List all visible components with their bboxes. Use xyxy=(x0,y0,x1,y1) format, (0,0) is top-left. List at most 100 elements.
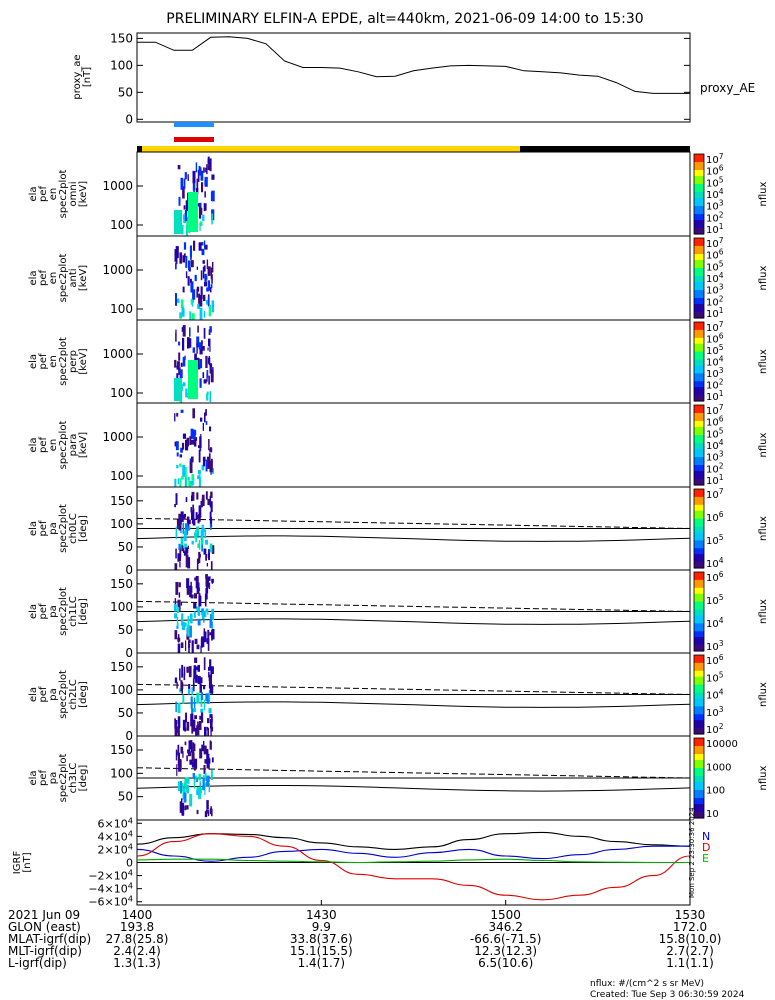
colorbar-cell xyxy=(694,774,704,777)
igrf-component-label: N xyxy=(702,830,710,843)
colorbar-tick-label: 103 xyxy=(706,199,724,213)
colorbar-cell xyxy=(694,524,704,528)
colorbar-cell xyxy=(694,477,704,480)
panel-ylabel-line: ela xyxy=(28,354,39,369)
spectrogram-cell xyxy=(182,751,184,758)
colorbar-cell xyxy=(694,730,704,733)
colorbar-cell xyxy=(694,208,704,211)
colorbar-cell xyxy=(694,518,704,522)
spectrogram-cell xyxy=(204,240,206,249)
colorbar-cell xyxy=(694,399,704,402)
spectrogram-cell xyxy=(207,629,210,641)
spectrogram-cell xyxy=(205,459,208,472)
colorbar-tick-label: 106 xyxy=(706,653,724,667)
spectrogram-cell xyxy=(186,666,189,673)
ae-frame xyxy=(136,32,691,123)
colorbar-cell xyxy=(694,710,704,713)
time-axis-value: 15.1(15.5) xyxy=(290,944,353,958)
colorbar-cell xyxy=(694,381,704,384)
colorbar-cell xyxy=(694,339,704,343)
colorbar-cell xyxy=(694,794,704,797)
spectrogram-cell xyxy=(174,630,178,640)
spectrogram-cell xyxy=(191,752,195,762)
spectrogram-cell xyxy=(203,327,206,339)
spectrogram-cell xyxy=(208,338,211,347)
panel-ytick-label: 100 xyxy=(110,302,133,316)
colorbar-cell xyxy=(694,611,704,615)
spectrogram-cell xyxy=(211,546,214,550)
spectrogram-cell xyxy=(197,303,201,309)
spectrogram-cell xyxy=(178,513,181,526)
colorbar-cell xyxy=(694,762,704,765)
spectrogram-cell xyxy=(207,578,209,588)
spectrogram-cell xyxy=(205,421,208,425)
spectrogram-cell xyxy=(195,666,198,671)
colorbar-cell xyxy=(694,433,704,436)
colorbar-cell xyxy=(694,768,704,771)
colorbar-cell xyxy=(694,603,704,607)
spectrogram-cell xyxy=(207,727,209,740)
spectrogram-cell xyxy=(210,666,213,679)
spectrogram-cell xyxy=(209,714,213,718)
colorbar-tick-label: 105 xyxy=(706,593,724,607)
colorbar-cell xyxy=(694,635,704,638)
panel-ylabel-line: ela xyxy=(28,521,39,536)
spectrogram-cell xyxy=(206,757,210,769)
time-axis-row-label: MLAT-igrf(dip) xyxy=(8,932,91,946)
colorbar-cell xyxy=(694,353,704,357)
spectrogram-cell xyxy=(184,478,187,488)
spectrogram-cell xyxy=(175,548,177,559)
spectrogram-cell xyxy=(188,647,190,657)
colorbar-cell xyxy=(694,792,704,795)
colorbar-cell xyxy=(694,415,704,418)
colorbar-cell xyxy=(694,548,704,551)
colorbar-cell xyxy=(694,728,704,731)
spectrogram-cell xyxy=(176,681,178,689)
spectrogram-cell xyxy=(205,491,208,500)
panel-ylabel-line: pef xyxy=(38,520,49,537)
spectrogram-cell xyxy=(180,511,184,522)
spectrogram-cell xyxy=(200,170,204,181)
colorbar-cell xyxy=(694,722,704,725)
spectrogram-cell xyxy=(204,273,207,285)
colorbar-cell xyxy=(694,609,704,613)
spectrogram-cell xyxy=(179,554,182,562)
spectrogram-cell xyxy=(210,726,214,732)
colorbar-tick-label: 107 xyxy=(706,320,724,334)
panel-ylabel-line: ch3LC xyxy=(68,763,79,794)
spectrogram-cell xyxy=(190,248,192,260)
spectrogram-cell xyxy=(179,454,183,458)
ae-ylabel: proxy_ae [nT] xyxy=(72,54,93,99)
spectrogram-cell xyxy=(177,716,181,728)
colorbar-cell xyxy=(694,357,704,361)
spectrogram-cell xyxy=(203,631,207,643)
spectrogram-cell xyxy=(190,260,194,268)
colorbar-cell xyxy=(694,512,704,516)
spectrogram-cell xyxy=(209,287,212,293)
colorbar-cell xyxy=(694,706,704,709)
colorbar-cell xyxy=(694,758,704,761)
colorbar-label-text: nflux xyxy=(758,181,769,206)
panel-ylabel-line: pef xyxy=(38,437,49,454)
colorbar-cell xyxy=(694,449,704,452)
spectrogram-cell xyxy=(188,640,190,648)
colorbar-cell xyxy=(694,453,704,456)
spectrogram-cell xyxy=(202,423,204,431)
spectrogram-cell xyxy=(192,170,196,184)
spectrogram-cell xyxy=(186,437,189,447)
spectrogram-cell xyxy=(178,760,182,770)
colorbar-cell xyxy=(694,595,704,599)
spectrogram-cell xyxy=(204,244,208,250)
time-axis-value: 9.9 xyxy=(312,920,331,934)
spectrogram-cell xyxy=(198,551,201,563)
colorbar-label: nflux xyxy=(758,765,769,790)
spectrogram-cell xyxy=(189,740,193,750)
colorbar-cell xyxy=(694,156,704,159)
spectrogram-cell xyxy=(197,203,200,207)
spectrogram-cell xyxy=(189,436,192,445)
colorbar-cell xyxy=(694,556,704,559)
colorbar-cell xyxy=(694,694,704,698)
colorbar-label: nflux xyxy=(758,682,769,707)
colorbar-cell xyxy=(694,483,704,486)
colorbar-cell xyxy=(694,716,704,719)
